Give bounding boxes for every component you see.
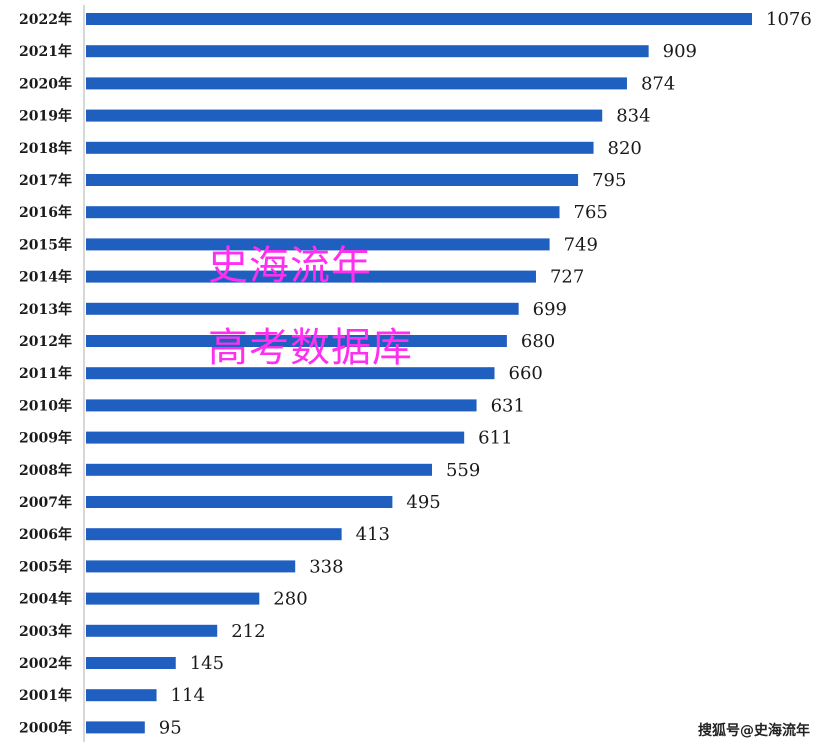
y-tick-label: 2017年 [19, 172, 72, 189]
source-credit: 搜狐号@史海流年 [698, 723, 810, 739]
data-label: 680 [521, 331, 555, 352]
data-label: 699 [533, 299, 567, 320]
data-label: 727 [550, 267, 584, 288]
data-label: 909 [663, 41, 697, 62]
bar [86, 206, 560, 219]
data-label: 413 [356, 524, 390, 545]
y-tick-label: 2003年 [19, 623, 72, 640]
bars-layer: 2022年 1076 2021年 909 2020年 874 2019年 834 2018年 82… [19, 9, 812, 738]
data-label: 114 [171, 685, 205, 706]
y-tick-label: 2012年 [19, 333, 72, 350]
data-label: 631 [491, 395, 525, 416]
bar [86, 302, 519, 315]
bar [86, 592, 260, 605]
y-tick-label: 2010年 [19, 397, 72, 414]
bar [86, 657, 176, 669]
bar [86, 689, 157, 702]
data-label: 611 [478, 428, 512, 449]
bar [86, 141, 594, 154]
bar [86, 528, 342, 541]
y-tick-label: 2004年 [19, 591, 72, 608]
y-tick-label: 2011年 [19, 365, 72, 382]
bar [86, 270, 536, 283]
y-tick-label: 2001年 [19, 687, 72, 704]
y-tick-label: 2016年 [19, 204, 72, 221]
bar [86, 399, 477, 412]
y-tick-label: 2006年 [19, 526, 72, 543]
y-tick-label: 2022年 [19, 11, 72, 28]
bar [86, 13, 752, 25]
bar [86, 335, 507, 347]
data-label: 660 [509, 363, 543, 384]
y-tick-label: 2007年 [19, 494, 72, 511]
data-label: 280 [273, 589, 307, 610]
data-label: 1076 [766, 9, 812, 30]
y-tick-label: 2014年 [19, 269, 72, 286]
bar [86, 721, 145, 734]
watermark-line-2: 高考数据库 [208, 325, 413, 371]
data-label: 559 [446, 460, 480, 481]
bar [86, 624, 218, 637]
data-label: 795 [592, 170, 626, 191]
bar [86, 238, 550, 251]
watermark-line-1: 史海流年 [208, 243, 372, 289]
bar [86, 174, 579, 186]
y-tick-label: 2013年 [19, 301, 72, 318]
bar [86, 463, 432, 476]
data-label: 95 [159, 717, 182, 738]
data-label: 145 [190, 653, 224, 674]
y-tick-label: 2002年 [19, 655, 72, 672]
y-tick-label: 2000年 [19, 719, 72, 736]
data-label: 495 [406, 492, 440, 513]
bar [86, 45, 649, 58]
data-label: 874 [641, 73, 675, 94]
y-tick-label: 2008年 [19, 462, 72, 479]
bar [86, 367, 495, 380]
bar [86, 560, 296, 573]
y-tick-label: 2019年 [19, 108, 72, 125]
y-tick-label: 2009年 [19, 430, 72, 447]
data-label: 212 [231, 621, 265, 642]
y-tick-label: 2015年 [19, 236, 72, 253]
data-label: 338 [309, 556, 343, 577]
y-tick-label: 2018年 [19, 140, 72, 157]
data-label: 820 [608, 138, 642, 159]
data-label: 834 [616, 106, 650, 127]
y-tick-label: 2020年 [19, 75, 72, 92]
bar [86, 109, 603, 122]
bar [86, 496, 393, 508]
y-tick-label: 2005年 [19, 558, 72, 575]
data-label: 749 [564, 234, 598, 255]
bar [86, 431, 465, 444]
data-label: 765 [574, 202, 608, 223]
bar [86, 77, 627, 90]
y-tick-label: 2021年 [19, 43, 72, 60]
